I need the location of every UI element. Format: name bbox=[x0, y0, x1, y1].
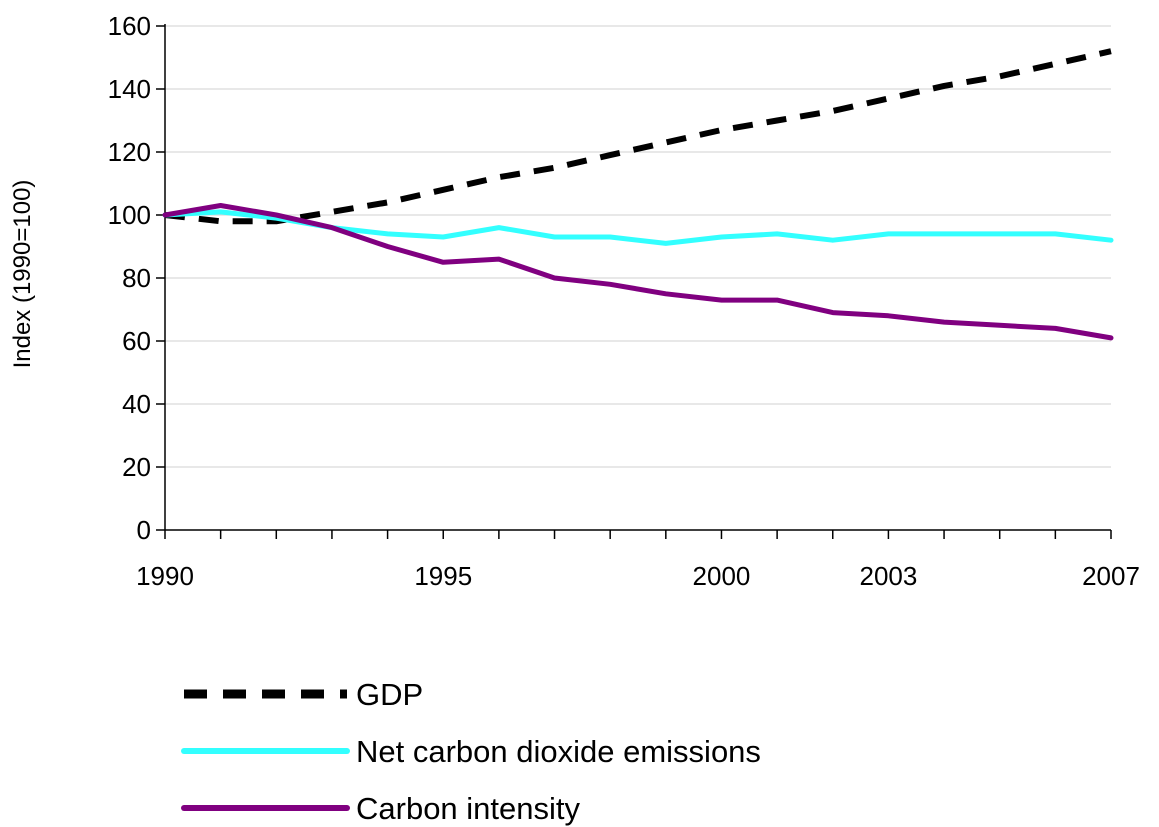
tick-labels: 0 20 40 60 80 100 120 140 160 1990 1995 2000 2003 200… bbox=[108, 11, 1140, 591]
axes bbox=[156, 24, 1111, 539]
y-tick-label-120: 120 bbox=[108, 137, 151, 167]
legend: GDP Net carbon dioxide emissions Carbon in… bbox=[184, 677, 761, 826]
x-tick-label-1990: 1990 bbox=[136, 561, 194, 591]
x-tick-label-2007: 2007 bbox=[1082, 561, 1140, 591]
y-tick-label-100: 100 bbox=[108, 200, 151, 230]
legend-label-carbon-intensity: Carbon intensity bbox=[356, 791, 581, 826]
y-tick-label-140: 140 bbox=[108, 74, 151, 104]
y-tick-label-160: 160 bbox=[108, 11, 151, 41]
series-line-gdp bbox=[165, 51, 1111, 221]
x-tick-label-2003: 2003 bbox=[859, 561, 917, 591]
legend-label-gdp: GDP bbox=[356, 677, 423, 712]
x-tick-label-2000: 2000 bbox=[693, 561, 751, 591]
y-tick-label-60: 60 bbox=[122, 326, 151, 356]
legend-label-net-carbon-dioxide-emissions: Net carbon dioxide emissions bbox=[356, 734, 761, 769]
y-tick-label-40: 40 bbox=[122, 389, 151, 419]
x-tick-label-1995: 1995 bbox=[414, 561, 472, 591]
grid-lines bbox=[165, 26, 1111, 467]
y-tick-label-20: 20 bbox=[122, 452, 151, 482]
y-axis-title: Index (1990=100) bbox=[9, 180, 36, 369]
y-tick-label-80: 80 bbox=[122, 263, 151, 293]
y-tick-label-0: 0 bbox=[137, 515, 151, 545]
series-lines bbox=[165, 51, 1111, 338]
